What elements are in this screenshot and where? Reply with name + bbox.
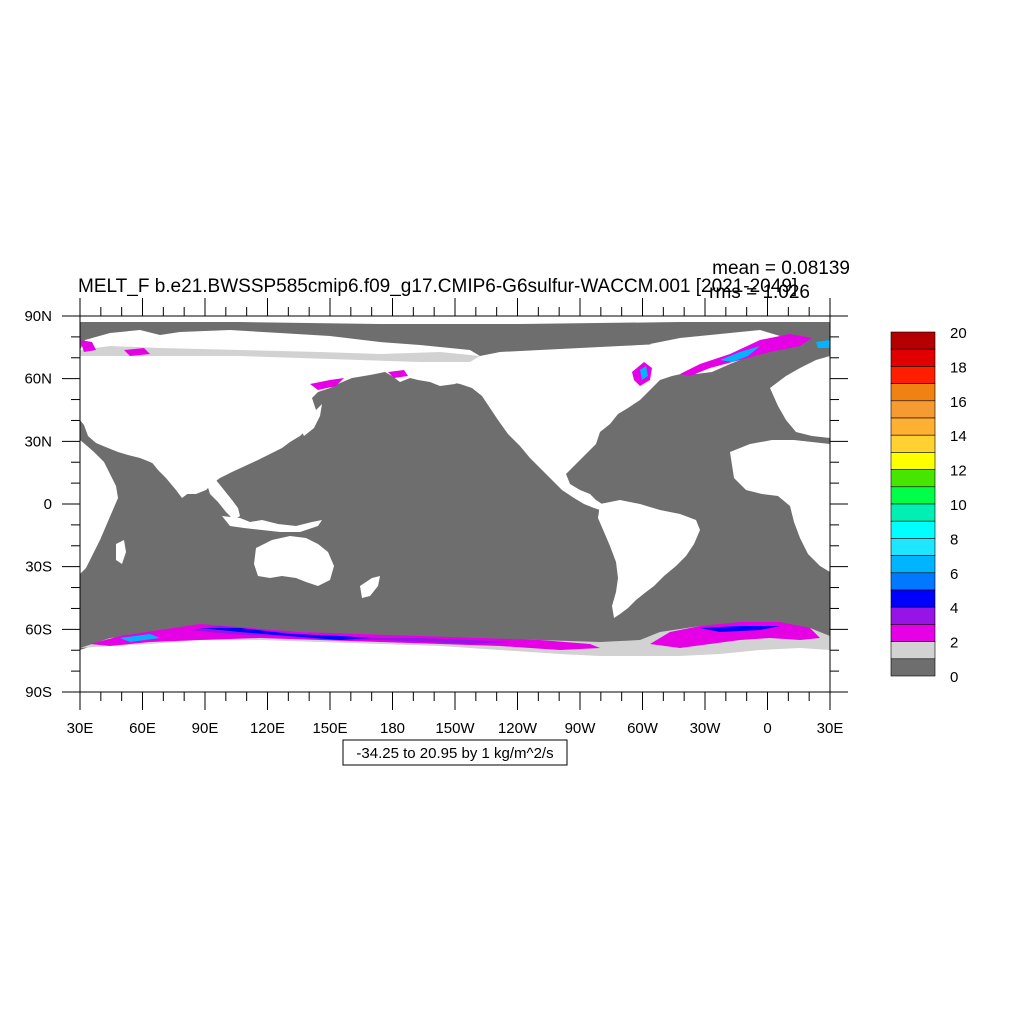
x-tick-label: 60W [627, 720, 659, 737]
japan [300, 404, 322, 436]
colorbar-label: 12 [950, 463, 967, 480]
baffin-melt-blue [640, 366, 648, 380]
x-tick-label: 90W [565, 720, 597, 737]
colorbar-box [890, 606, 936, 625]
arctic-cap [80, 316, 830, 324]
colorbar-label: 14 [950, 428, 967, 445]
x-tick-label: 30E [817, 720, 844, 737]
colorbar-box [890, 348, 936, 367]
colorbar-label: 20 [950, 325, 967, 342]
plot-title: MELT_F b.e21.BWSSP585cmip6.f09_g17.CMIP6… [78, 276, 797, 297]
y-tick-label: 0 [44, 496, 52, 513]
colorbar-box [890, 434, 936, 453]
southeast-asia [205, 478, 240, 520]
greenland [650, 330, 780, 374]
x-tick-label: 180 [380, 720, 405, 737]
colorbar-label: 8 [950, 531, 958, 548]
colorbar-label: 2 [950, 635, 958, 652]
colorbar-box [890, 572, 936, 591]
map-panel [79, 315, 831, 693]
colorbar-box [890, 589, 936, 608]
antarctica [80, 633, 830, 692]
colorbar-box [890, 486, 936, 505]
stats-rms: rms = 1.026 [709, 282, 810, 303]
x-tick-label: 30E [67, 720, 94, 737]
colorbar-box [890, 555, 936, 574]
antarctic-melt-cyan [120, 634, 160, 642]
colorbar-box [890, 641, 936, 660]
colorbar-box [890, 503, 936, 522]
colorbar-label: 18 [950, 359, 967, 376]
colorbar-box [890, 538, 936, 556]
colorbar-box [890, 417, 936, 436]
antarctic-melt-purple [190, 626, 510, 644]
y-tick-label: 90N [24, 308, 52, 325]
south-america [598, 500, 700, 618]
antarctic-melt-blue-east [700, 626, 780, 632]
x-tick-label: 150E [312, 720, 347, 737]
colorbar-label: 10 [950, 497, 967, 514]
contour-info: -34.25 to 20.95 by 1 kg/m^2/s [356, 745, 553, 762]
y-tick-label: 30S [25, 559, 52, 576]
colorbar-box [890, 331, 936, 350]
siberia-melt [388, 370, 408, 378]
y-tick-label: 30N [24, 433, 52, 450]
x-tick-label: 120W [498, 720, 538, 737]
antarctic-melt-magenta-east [650, 622, 820, 648]
colorbar-box [890, 624, 936, 642]
colorbar-box [890, 658, 936, 677]
colorbar-box [890, 366, 936, 384]
india [150, 460, 190, 498]
arctic-far-east-melt [816, 340, 830, 348]
new-zealand [360, 576, 380, 598]
y-tick-label: 90S [25, 684, 52, 701]
colorbar-box [890, 400, 936, 419]
x-tick-label: 90E [192, 720, 219, 737]
x-axis: 30E 60E 90E 120E 150E 180 150W 120W 90W 60W 30W 0 30… [67, 298, 844, 737]
africa-west [730, 440, 830, 572]
y-tick-label: 60S [25, 621, 52, 638]
colorbar-label: 16 [950, 394, 967, 411]
colorbar-label: 0 [950, 669, 958, 686]
eurasia [80, 330, 480, 494]
x-tick-label: 150W [435, 720, 475, 737]
stats-mean: mean = 0.08139 [712, 258, 850, 279]
colorbar-label: 4 [950, 600, 958, 617]
africa-east [80, 440, 118, 574]
arctic-gray-band [80, 346, 480, 362]
y-axis: 90N 60N 30N 0 30S 60S 90S [24, 308, 848, 701]
kamchatka-melt [310, 378, 344, 390]
antarctic-melt-blue [200, 628, 370, 640]
y-tick-label: 60N [24, 371, 52, 388]
x-tick-label: 120E [250, 720, 285, 737]
x-tick-label: 60E [129, 720, 156, 737]
colorbar-box [890, 383, 936, 402]
north-america [450, 344, 700, 510]
europe [770, 356, 830, 438]
arctic-east-melt [124, 348, 150, 356]
colorbar-box [890, 452, 936, 470]
greenland-melt-cyan [720, 346, 760, 362]
indonesia [222, 516, 322, 532]
contour-info-box [342, 739, 568, 766]
x-tick-label: 0 [763, 720, 771, 737]
australia [254, 536, 334, 586]
colorbar-box [890, 469, 936, 488]
arctic-melt-magenta [80, 340, 96, 352]
madagascar [116, 540, 126, 564]
colorbar-box [890, 520, 936, 539]
x-tick-label: 30W [690, 720, 722, 737]
colorbar-label: 6 [950, 566, 958, 583]
